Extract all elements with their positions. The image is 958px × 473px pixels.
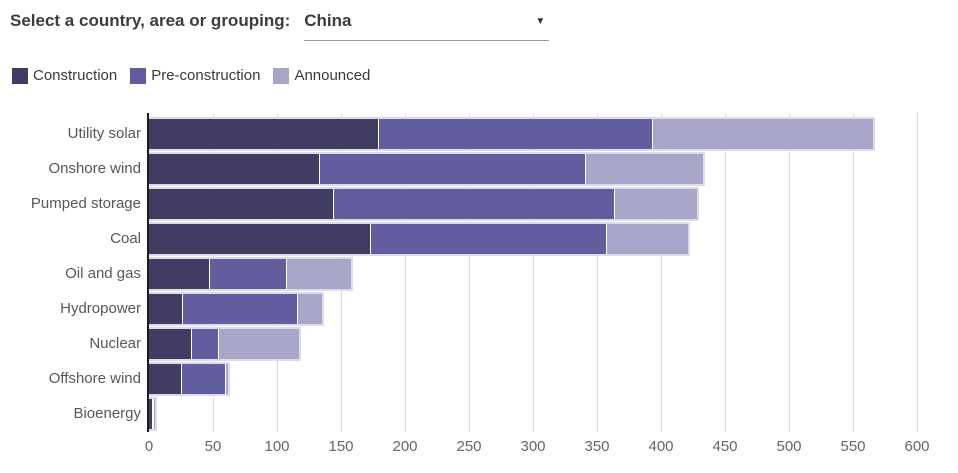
bar-nuclear[interactable] [149,326,301,361]
y-axis-line [147,113,149,432]
x-tick-label: 300 [520,438,546,455]
segment-pre-construction[interactable] [182,293,298,324]
bar-oil-and-gas[interactable] [149,256,354,291]
chart-row-bioenergy: Bioenergy [0,396,958,431]
bar-hydropower[interactable] [149,291,324,326]
legend-swatch-announced [273,67,290,84]
x-tick-label: 0 [144,438,154,455]
segment-announced[interactable] [224,363,229,394]
x-tick-label: 450 [712,438,738,455]
chart-row-hydropower: Hydropower [0,291,958,326]
chart-legend: Construction Pre-construction Announced [12,67,383,84]
category-label: Nuclear [89,335,141,352]
gridline [533,113,534,432]
chevron-down-icon[interactable]: ▼ [535,16,546,27]
country-selector-header: Select a country, area or grouping: Chin… [10,10,550,41]
segment-construction[interactable] [149,223,371,254]
segment-pre-construction[interactable] [209,258,286,289]
segment-construction[interactable] [149,363,181,394]
category-label: Onshore wind [48,160,141,177]
bar-utility-solar[interactable] [149,116,876,151]
gridline [597,113,598,432]
category-label: Bioenergy [73,405,141,422]
gridline [853,113,854,432]
legend-swatch-construction [12,67,28,84]
segment-construction[interactable] [149,293,183,324]
gridline [917,113,918,432]
x-tick-label: 200 [392,438,418,455]
segment-announced[interactable] [152,398,156,429]
category-label: Offshore wind [48,370,141,387]
chart-row-utility-solar: Utility solar [0,116,958,151]
gridline [661,113,662,432]
segment-construction[interactable] [149,328,192,359]
segment-pre-construction[interactable] [319,153,586,184]
gridline [405,113,406,432]
segment-announced[interactable] [297,293,322,324]
segment-pre-construction[interactable] [181,363,225,394]
x-tick-label: 600 [904,438,930,455]
category-label: Utility solar [67,125,141,142]
x-tick-label: 500 [776,438,802,455]
segment-announced[interactable] [605,223,688,254]
x-tick-label: 350 [584,438,610,455]
chart-row-offshore-wind: Offshore wind [0,361,958,396]
country-select[interactable]: China ▼ [304,10,550,41]
legend-label: Announced [294,67,371,84]
gridline [469,113,470,432]
legend-label: Construction [33,67,118,84]
segment-announced[interactable] [613,188,697,219]
category-label: Coal [110,230,141,247]
segment-construction[interactable] [149,153,320,184]
x-axis: 0 50 100 150 200 250 300 350 400 450 500 550 600 [145,438,930,462]
segment-announced[interactable] [218,328,299,359]
segment-pre-construction[interactable] [333,188,614,219]
segment-pre-construction[interactable] [191,328,219,359]
chart-row-nuclear: Nuclear [0,326,958,361]
gridline [789,113,790,432]
x-tick-label: 150 [328,438,354,455]
chart-row-oil-and-gas: Oil and gas [0,256,958,291]
country-select-value[interactable]: China [304,11,352,30]
segment-announced[interactable] [585,153,704,184]
segment-construction[interactable] [149,258,210,289]
chart-row-pumped-storage: Pumped storage [0,186,958,221]
bar-onshore-wind[interactable] [149,151,706,186]
stacked-bar-chart: Utility solar Onshore wind Pumped storage C… [0,113,958,473]
gridline [725,113,726,432]
x-tick-label: 250 [456,438,482,455]
x-tick-label: 550 [840,438,866,455]
bar-coal[interactable] [149,221,690,256]
segment-announced[interactable] [652,118,874,149]
legend-item-announced[interactable]: Announced [273,67,370,84]
segment-pre-construction[interactable] [378,118,653,149]
chart-row-onshore-wind: Onshore wind [0,151,958,186]
bar-pumped-storage[interactable] [149,186,699,221]
chart-row-coal: Coal [0,221,958,256]
segment-pre-construction[interactable] [370,223,606,254]
category-label: Oil and gas [65,265,141,282]
chart-rows: Utility solar Onshore wind Pumped storage C… [0,116,958,431]
segment-construction[interactable] [149,398,152,429]
segment-construction[interactable] [149,118,379,149]
legend-item-construction[interactable]: Construction [12,67,117,84]
x-tick-label: 400 [648,438,674,455]
category-label: Pumped storage [30,195,141,212]
bar-offshore-wind[interactable] [149,361,231,396]
legend-label: Pre-construction [151,67,261,84]
category-label: Hydropower [60,300,141,317]
legend-item-pre-construction[interactable]: Pre-construction [130,67,260,84]
bar-bioenergy[interactable] [149,396,158,431]
x-tick-label: 50 [204,438,222,455]
segment-announced[interactable] [285,258,352,289]
legend-swatch-pre-construction [130,67,147,84]
country-selector-label: Select a country, area or grouping: [10,11,291,30]
segment-construction[interactable] [149,188,334,219]
segment-pre-construction[interactable] [151,398,153,429]
x-tick-label: 100 [264,438,290,455]
